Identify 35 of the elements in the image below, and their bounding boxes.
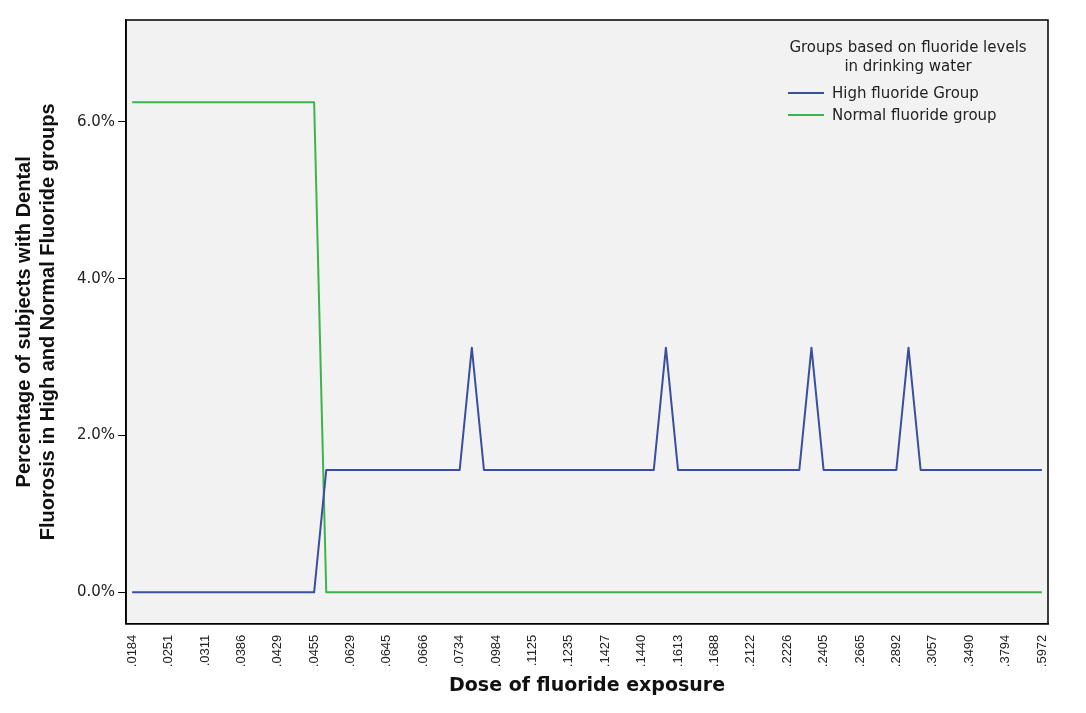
x-tick-label: .0629 bbox=[342, 634, 358, 668]
x-tick-label: .0251 bbox=[160, 634, 176, 668]
x-tick-label: .2226 bbox=[778, 634, 794, 668]
x-tick-label: .2892 bbox=[887, 634, 903, 668]
x-tick-label: .1427 bbox=[596, 634, 612, 668]
x-tick-label: .2405 bbox=[815, 634, 831, 668]
x-tick-label: .3057 bbox=[924, 634, 940, 668]
legend-label: Normal fluoride group bbox=[832, 105, 997, 126]
x-tick-label: .0645 bbox=[378, 634, 394, 668]
y-tick-label: 0.0% bbox=[77, 582, 116, 601]
x-tick-label: .0311 bbox=[196, 634, 212, 667]
x-tick-label: .0666 bbox=[414, 634, 430, 668]
y-tick-label: 6.0% bbox=[77, 111, 116, 130]
legend-title: Groups based on fluoride levels in drinking water bbox=[788, 38, 1028, 76]
y-tick-label: 2.0% bbox=[77, 425, 116, 444]
x-tick-label: .2665 bbox=[851, 634, 867, 668]
x-axis-title: Dose of fluoride exposure bbox=[449, 672, 726, 695]
y-axis-title: Percentage of subjects with Dental Fluorosis in High and Normal Fluoride groups bbox=[11, 103, 58, 541]
x-tick-label: .5972 bbox=[1033, 634, 1049, 668]
x-tick-label: .0184 bbox=[123, 634, 139, 668]
x-tick-label: .0429 bbox=[269, 634, 285, 668]
x-tick-label: .3794 bbox=[997, 634, 1013, 668]
x-tick-label: .3490 bbox=[960, 634, 976, 668]
x-tick-label: .1440 bbox=[633, 634, 649, 668]
x-tick-label: .0734 bbox=[451, 634, 467, 668]
x-tick-label: .0984 bbox=[487, 634, 503, 668]
x-tick-label: .1125 bbox=[524, 634, 540, 667]
y-tick-label: 4.0% bbox=[77, 268, 116, 287]
x-tick-label: .0386 bbox=[232, 634, 248, 668]
x-tick-label: .1235 bbox=[560, 634, 576, 668]
legend-label: High fluoride Group bbox=[832, 83, 979, 104]
x-tick-label: .2122 bbox=[742, 634, 758, 668]
x-tick-label: .1688 bbox=[706, 634, 721, 668]
x-tick-label: .1613 bbox=[669, 634, 685, 668]
x-tick-label: .0455 bbox=[305, 634, 321, 668]
